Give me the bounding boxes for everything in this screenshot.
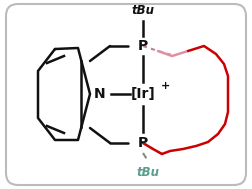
- Text: P: P: [138, 39, 148, 53]
- Text: P: P: [138, 136, 148, 150]
- FancyBboxPatch shape: [6, 4, 246, 185]
- Text: tBu: tBu: [137, 166, 160, 178]
- Text: N: N: [94, 87, 106, 101]
- Text: [Ir]: [Ir]: [131, 87, 155, 101]
- Text: +: +: [160, 81, 170, 91]
- Text: tBu: tBu: [132, 5, 154, 18]
